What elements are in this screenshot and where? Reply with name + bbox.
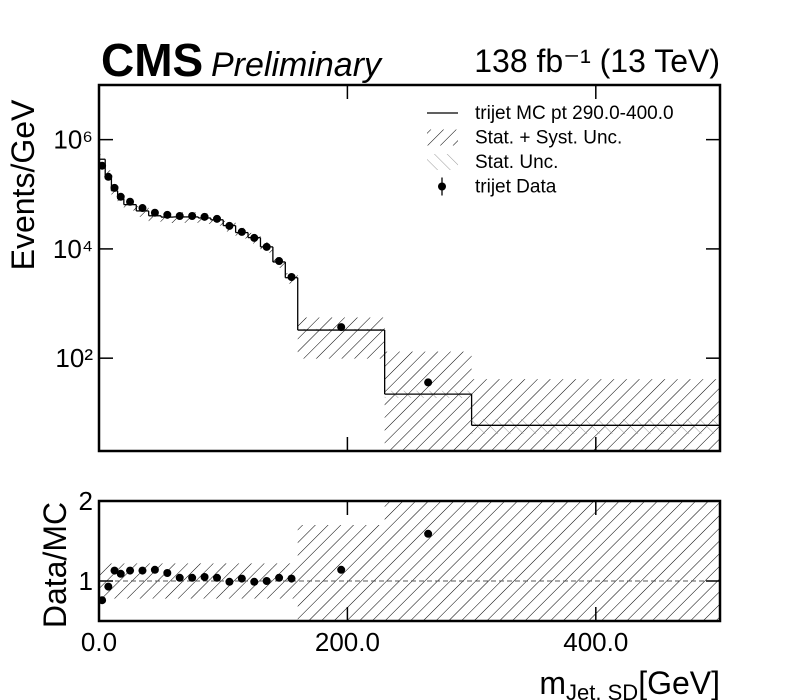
data-point <box>237 227 246 236</box>
status-label: Preliminary <box>211 46 383 84</box>
data-point <box>104 172 113 181</box>
ratio-point <box>99 596 107 605</box>
data-point <box>275 257 284 266</box>
ratio-point <box>116 569 125 578</box>
ratio-point <box>150 565 159 574</box>
syst-unc-band <box>384 351 472 451</box>
data-point <box>175 212 184 221</box>
y-tick-label: 10⁶ <box>53 125 93 155</box>
ratio-y-tick-label: 2 <box>79 486 93 516</box>
data-point <box>225 221 234 230</box>
ratio-point <box>126 566 135 575</box>
y-axis-label: Events/GeV <box>5 99 41 270</box>
x-tick-label: 200.0 <box>315 627 380 657</box>
ratio-point <box>250 577 259 586</box>
x-label-unit: [GeV] <box>638 665 720 700</box>
legend-label: Stat. Unc. <box>475 152 558 173</box>
legend-label: Stat. + Syst. Unc. <box>475 128 622 149</box>
luminosity-label: 138 fb⁻¹ (13 TeV) <box>474 43 720 79</box>
data-point <box>287 273 296 282</box>
x-axis-label: mJet, SD[GeV] <box>539 665 720 700</box>
ratio-unc-band <box>471 501 720 621</box>
legend: trijet MC pt 290.0-400.0 Stat. + Syst. Un… <box>427 103 674 198</box>
ratio-point <box>110 566 119 575</box>
ratio-point <box>275 573 284 582</box>
legend-swatch <box>427 129 458 146</box>
ratio-point <box>287 574 296 583</box>
data-point <box>99 161 107 170</box>
x-label-subscript: Jet, SD <box>566 680 638 700</box>
ratio-point <box>262 577 271 585</box>
x-label-symbol: m <box>539 665 566 700</box>
ratio-unc-band <box>384 501 472 621</box>
ratio-point <box>163 569 172 577</box>
data-point <box>150 208 159 217</box>
ratio-point <box>337 565 346 574</box>
data-point <box>188 212 197 221</box>
ratio-point <box>175 573 184 582</box>
data-point <box>116 192 125 201</box>
data-point <box>212 214 221 223</box>
stat-unc-band <box>471 419 720 434</box>
ratio-point <box>237 574 246 583</box>
ratio-y-axis-label: Data/MC <box>37 502 73 628</box>
ratio-point <box>212 573 221 582</box>
ratio-unc-band <box>117 563 124 599</box>
ratio-point <box>225 577 234 586</box>
x-tick-label: 400.0 <box>563 627 628 657</box>
data-point <box>262 242 271 251</box>
main-plot-area <box>99 154 720 451</box>
ratio-plot-area <box>99 501 720 621</box>
main-frame <box>97 83 722 453</box>
data-point <box>337 323 346 332</box>
y-tick-label: 10² <box>55 343 93 373</box>
data-point <box>200 212 209 221</box>
ratio-unc-band <box>111 563 118 599</box>
legend-swatch <box>427 154 458 170</box>
legend-label: trijet Data <box>475 177 557 198</box>
data-point <box>110 183 119 192</box>
ratio-point <box>188 573 197 582</box>
data-point <box>250 233 259 242</box>
data-point <box>126 197 135 206</box>
x-tick-label: 0.0 <box>81 627 117 657</box>
ratio-point <box>138 566 147 575</box>
ratio-point <box>104 582 113 591</box>
ratio-point <box>200 573 209 581</box>
ratio-point <box>424 529 433 538</box>
axes: 10² 10⁴ 10⁶ 1 2 0.0 200.0 400.0 <box>53 85 720 657</box>
y-tick-label: 10⁴ <box>53 234 93 264</box>
ratio-y-tick-label: 1 <box>79 566 93 596</box>
data-point <box>424 378 433 387</box>
ratio-frame <box>97 499 722 623</box>
data-point <box>138 204 147 213</box>
data-point <box>163 210 172 219</box>
experiment-label: CMS <box>101 34 203 86</box>
legend-label: trijet MC pt 290.0-400.0 <box>475 103 674 124</box>
